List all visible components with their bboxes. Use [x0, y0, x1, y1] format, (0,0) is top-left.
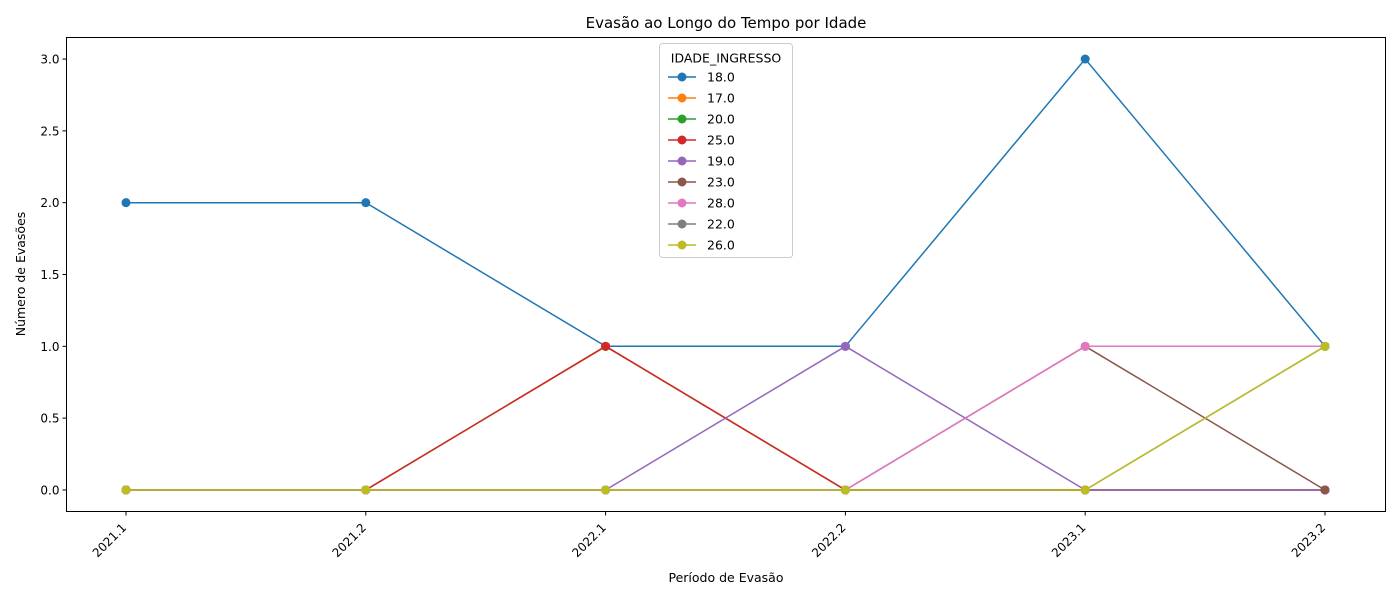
y-tick-label: 3.0 — [40, 53, 59, 67]
y-tick-label: 2.5 — [40, 124, 59, 138]
data-point-26.0-2022.1 — [601, 485, 611, 495]
data-point-25.0-2022.1 — [601, 341, 611, 351]
y-axis: 0.0 0.5 1.0 1.5 2.0 2.5 3.0 — [40, 53, 67, 497]
legend-marker — [677, 93, 687, 103]
x-tick-label: 2022.2 — [809, 521, 849, 561]
data-point-26.0-2023.1 — [1080, 485, 1090, 495]
legend-marker — [677, 240, 687, 250]
data-point-19.0-2022.2 — [840, 341, 850, 351]
legend-label: 20.0 — [707, 112, 735, 127]
x-axis-label: Período de Evasão — [669, 570, 784, 585]
legend-item-19.0: 19.0 — [668, 154, 735, 169]
series-19.0 — [121, 341, 1330, 495]
x-tick-label: 2021.1 — [90, 521, 130, 561]
chart-title: Evasão ao Longo do Tempo por Idade — [586, 14, 867, 32]
legend-item-17.0: 17.0 — [668, 91, 735, 106]
legend-item-23.0: 23.0 — [668, 175, 735, 190]
legend-marker — [677, 135, 687, 145]
x-tick-label: 2021.2 — [329, 521, 369, 561]
legend-item-18.0: 18.0 — [668, 70, 735, 85]
legend-marker — [677, 114, 687, 124]
legend-item-22.0: 22.0 — [668, 217, 735, 232]
legend-item-20.0: 20.0 — [668, 112, 735, 127]
legend: IDADE_INGRESSO 18.0 17.0 20.0 25.0 19.0 23.0 28… — [659, 43, 793, 258]
y-tick-label: 0.5 — [40, 412, 59, 426]
data-point-28.0-2023.1 — [1080, 341, 1090, 351]
legend-marker — [677, 156, 687, 166]
data-point-23.0-2023.2 — [1320, 485, 1330, 495]
y-tick-label: 0.0 — [40, 483, 59, 497]
legend-label: 26.0 — [707, 238, 735, 253]
y-axis-label: Número de Evasões — [13, 212, 28, 337]
legend-label: 28.0 — [707, 196, 735, 211]
y-tick-label: 1.5 — [40, 268, 59, 282]
legend-marker — [677, 219, 687, 229]
data-point-26.0-2021.1 — [121, 485, 131, 495]
data-point-18.0-2023.1 — [1080, 54, 1090, 64]
legend-title: IDADE_INGRESSO — [671, 51, 782, 66]
data-point-26.0-2021.2 — [361, 485, 371, 495]
series-line-26.0 — [126, 345, 1326, 491]
data-point-18.0-2021.2 — [361, 198, 371, 208]
series-line-18.0 — [126, 57, 1326, 348]
legend-label: 19.0 — [707, 154, 735, 169]
legend-label: 17.0 — [707, 91, 735, 106]
x-tick-label: 2023.1 — [1049, 521, 1089, 561]
x-axis: 2021.1 2021.2 2022.1 2022.2 2023.1 2023.2 — [90, 511, 1329, 561]
data-point-18.0-2021.1 — [121, 198, 131, 208]
plot-series — [121, 54, 1330, 495]
legend-box — [659, 43, 793, 258]
legend-item-25.0: 25.0 — [668, 133, 735, 148]
x-tick-label: 2022.1 — [569, 521, 609, 561]
legend-marker — [677, 177, 687, 187]
legend-item-26.0: 26.0 — [668, 238, 735, 253]
data-point-26.0-2023.2 — [1320, 341, 1330, 351]
x-tick-label: 2023.2 — [1289, 521, 1329, 561]
legend-marker — [677, 198, 687, 208]
legend-label: 18.0 — [707, 70, 735, 85]
data-point-26.0-2022.2 — [840, 485, 850, 495]
series-line-19.0 — [126, 345, 1325, 491]
y-tick-label: 2.0 — [40, 196, 59, 210]
series-26.0 — [121, 341, 1330, 495]
legend-label: 25.0 — [707, 133, 735, 148]
y-tick-label: 1.0 — [40, 340, 59, 354]
legend-item-28.0: 28.0 — [668, 196, 735, 211]
legend-marker — [677, 72, 687, 82]
legend-label: 23.0 — [707, 175, 735, 190]
legend-label: 22.0 — [707, 217, 735, 232]
